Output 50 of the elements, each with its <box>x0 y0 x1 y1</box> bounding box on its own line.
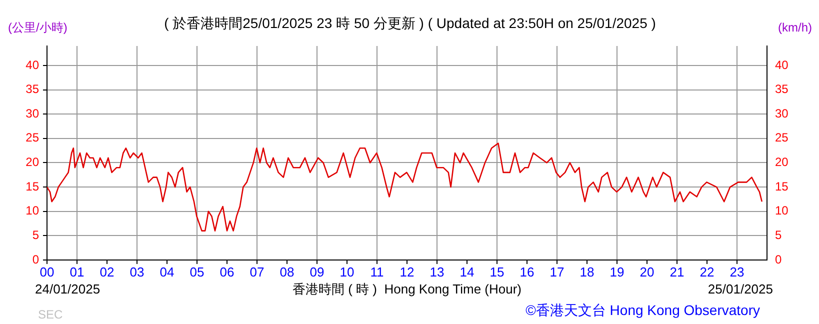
text: 25/01/2025 <box>708 282 773 297</box>
text: SEC <box>38 307 64 322</box>
x-tick-label: 01 <box>70 264 84 280</box>
y-tick-label: 5 <box>32 228 40 242</box>
x-tick-label: 21 <box>670 264 684 280</box>
x-tick-label: 11 <box>370 264 384 280</box>
x-tick-label: 15 <box>490 264 504 280</box>
chart-title: ( 於香港時間25/01/2025 23 時 50 分更新 ) ( Updated at 23:50H on 25/01/2025 ) <box>164 14 656 31</box>
x-tick-label: 10 <box>340 264 354 280</box>
x-tick-label: 20 <box>640 264 654 280</box>
x-tick-label: 13 <box>430 264 444 280</box>
y-tick-label: 25 <box>26 130 40 145</box>
text: ©香港天文台 Hong Kong Observatory <box>526 302 760 318</box>
y2-axis-title: (km/h) <box>778 20 812 34</box>
x-tick-label: 00 <box>40 264 54 280</box>
x-tick-label: 18 <box>580 264 594 280</box>
y2-tick-label: 5 <box>775 228 782 242</box>
x-tick-label: 02 <box>100 264 114 280</box>
y-tick-label: 10 <box>26 204 40 218</box>
y-tick-label: 20 <box>26 155 40 170</box>
y-tick-label: 15 <box>26 179 40 194</box>
text: 24/01/2025 <box>35 282 100 297</box>
x-axis-title: 香港時間 ( 時 ) Hong Kong Time (Hour) <box>292 282 522 297</box>
y-tick-label: 35 <box>26 82 40 96</box>
x-tick-label: 07 <box>250 264 264 280</box>
x-tick-label: 08 <box>280 264 294 280</box>
y2-tick-label: 0 <box>775 252 782 266</box>
x-tick-label: 17 <box>550 264 564 280</box>
x-tick-label: 04 <box>160 264 174 280</box>
y-axis-title: (公里/小時) <box>8 20 68 34</box>
x-tick-label: 03 <box>130 264 144 280</box>
y2-tick-label: 30 <box>775 106 789 120</box>
x-tick-label: 19 <box>610 264 624 280</box>
x-tick-label: 23 <box>730 264 744 280</box>
x-tick-label: 09 <box>310 264 324 280</box>
x-tick-label: 05 <box>190 264 204 280</box>
y2-tick-label: 15 <box>775 179 789 194</box>
y2-tick-label: 35 <box>775 82 789 96</box>
y-tick-label: 0 <box>32 252 40 266</box>
x-tick-label: 14 <box>460 264 474 280</box>
y-tick-label: 30 <box>26 106 40 120</box>
y2-tick-label: 25 <box>775 130 789 145</box>
y2-tick-label: 10 <box>775 204 789 218</box>
x-tick-label: 06 <box>220 264 234 280</box>
y-tick-label: 40 <box>26 58 40 72</box>
x-tick-label: 12 <box>400 264 414 280</box>
x-tick-label: 16 <box>520 264 534 280</box>
x-tick-label: 22 <box>700 264 714 280</box>
y2-tick-label: 20 <box>775 155 789 170</box>
y2-tick-label: 40 <box>775 58 789 72</box>
